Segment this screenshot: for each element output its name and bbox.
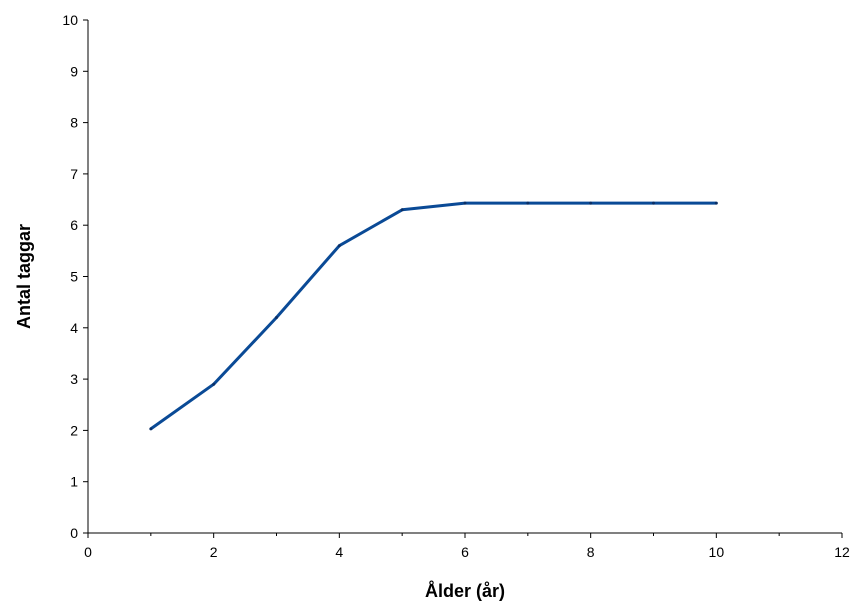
y-tick-label: 4: [70, 320, 78, 336]
y-tick-label: 7: [70, 166, 78, 182]
data-point: [714, 201, 718, 205]
y-axis-ticks: 0 1 2 3 4 5 6 7 8 9 10: [62, 12, 88, 541]
data-point: [652, 201, 655, 205]
axes-layer: [87, 20, 842, 534]
x-axis-title: Ålder (år): [425, 581, 505, 601]
data-point: [212, 382, 216, 386]
x-tick-label: 6: [461, 544, 469, 560]
y-tick-label: 1: [70, 474, 78, 490]
y-axis-title: Antal taggar: [14, 224, 34, 329]
series-layer: [149, 201, 718, 431]
data-point: [526, 201, 530, 205]
series-line: [149, 201, 717, 431]
y-tick-label: 8: [70, 115, 78, 131]
y-tick-label: 6: [70, 217, 78, 233]
x-tick-label: 2: [210, 544, 218, 560]
x-tick-label: 4: [335, 544, 343, 560]
data-point: [337, 244, 341, 248]
data-point: [275, 316, 278, 320]
y-tick-label: 2: [70, 422, 78, 438]
x-axis-ticks: 0 2 4 6 8 10 12: [84, 533, 850, 560]
data-point: [589, 201, 593, 205]
data-point: [463, 201, 467, 205]
y-tick-label: 0: [70, 525, 78, 541]
x-tick-label: 0: [84, 544, 92, 560]
data-point: [149, 427, 153, 431]
y-tick-label: 5: [70, 269, 78, 285]
x-tick-label: 10: [709, 544, 725, 560]
y-tick-label: 9: [70, 63, 78, 79]
y-tick-label: 3: [70, 371, 78, 387]
x-tick-label: 8: [587, 544, 595, 560]
x-tick-label: 12: [834, 544, 850, 560]
y-tick-label: 10: [62, 12, 78, 28]
data-point: [400, 208, 404, 212]
